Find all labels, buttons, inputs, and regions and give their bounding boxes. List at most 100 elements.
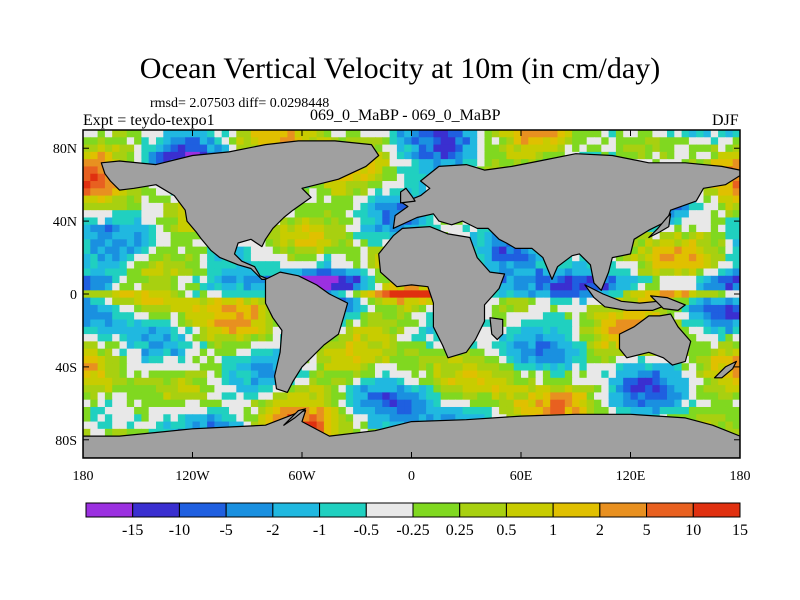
- ocean-cell: [141, 232, 150, 240]
- ocean-cell: [214, 421, 223, 430]
- ocean-cell: [272, 268, 281, 277]
- ocean-cell: [382, 319, 391, 328]
- ocean-cell: [294, 239, 303, 248]
- ocean-cell: [229, 297, 237, 306]
- ocean-cell: [382, 173, 391, 182]
- ocean-cell: [667, 370, 675, 379]
- ocean-cell: [396, 173, 405, 182]
- ocean-cell: [250, 377, 259, 386]
- ocean-cell: [360, 210, 369, 219]
- ocean-cell: [667, 261, 675, 270]
- ocean-cell: [134, 137, 142, 146]
- ocean-cell: [535, 261, 544, 270]
- ocean-cell: [725, 355, 734, 364]
- ocean-cell: [156, 137, 164, 146]
- ocean-cell: [477, 363, 486, 372]
- ocean-cell: [338, 261, 347, 270]
- ocean-cell: [345, 246, 354, 255]
- ocean-cell: [513, 144, 522, 153]
- ocean-cell: [637, 232, 646, 240]
- ocean-cell: [718, 304, 726, 313]
- ocean-cell: [477, 253, 486, 262]
- ocean-cell: [119, 399, 128, 408]
- ocean-cell: [192, 399, 201, 408]
- ocean-cell: [521, 304, 529, 313]
- ocean-cell: [396, 181, 405, 189]
- ocean-cell: [594, 312, 602, 321]
- ocean-cell: [126, 319, 135, 328]
- ocean-cell: [119, 130, 128, 138]
- ocean-cell: [696, 195, 705, 204]
- ocean-cell: [302, 239, 310, 248]
- ocean-cell: [214, 304, 223, 313]
- ocean-cell: [572, 406, 580, 415]
- ocean-cell: [572, 326, 580, 335]
- ocean-cell: [513, 304, 522, 313]
- ocean-cell: [732, 399, 740, 408]
- ocean-cell: [367, 406, 376, 415]
- ocean-cell: [615, 275, 624, 284]
- ocean-cell: [579, 290, 588, 299]
- ocean-cell: [97, 406, 106, 415]
- ocean-cell: [623, 137, 632, 146]
- ocean-cell: [681, 370, 690, 379]
- ocean-cell: [134, 363, 142, 372]
- ocean-cell: [272, 355, 281, 364]
- ocean-cell: [615, 348, 624, 357]
- ocean-cell: [163, 326, 172, 335]
- ocean-cell: [550, 326, 559, 335]
- ocean-cell: [375, 137, 383, 146]
- ocean-cell: [192, 370, 201, 379]
- ocean-cell: [659, 144, 668, 153]
- ocean-cell: [177, 406, 186, 415]
- ocean-cell: [732, 202, 740, 211]
- ocean-cell: [382, 392, 391, 401]
- ocean-cell: [469, 406, 478, 415]
- ocean-cell: [126, 283, 135, 291]
- ocean-cell: [360, 421, 369, 430]
- ocean-cell: [462, 406, 471, 415]
- ocean-cell: [513, 319, 522, 328]
- ocean-cell: [97, 428, 106, 437]
- ocean-cell: [177, 355, 186, 364]
- ocean-cell: [148, 385, 157, 393]
- ocean-cell: [469, 370, 478, 379]
- ocean-cell: [623, 275, 632, 284]
- ocean-cell: [331, 399, 340, 408]
- ocean-cell: [367, 275, 376, 284]
- ocean-cell: [535, 334, 544, 342]
- ocean-cell: [426, 363, 434, 372]
- ocean-cell: [353, 290, 361, 299]
- ocean-cell: [506, 341, 515, 350]
- ocean-cell: [214, 370, 223, 379]
- ocean-cell: [491, 312, 500, 321]
- ocean-cell: [710, 151, 719, 160]
- ocean-cell: [236, 334, 245, 342]
- ocean-cell: [557, 283, 566, 291]
- ocean-cell: [360, 348, 369, 357]
- ocean-cell: [119, 326, 128, 335]
- ocean-cell: [360, 312, 369, 321]
- ocean-cell: [521, 363, 529, 372]
- ocean-cell: [353, 406, 361, 415]
- ocean-cell: [572, 130, 580, 138]
- ocean-cell: [192, 130, 201, 138]
- ocean-cell: [258, 246, 267, 255]
- ocean-cell: [192, 334, 201, 342]
- ocean-cell: [250, 290, 259, 299]
- ocean-cell: [506, 304, 515, 313]
- ocean-cell: [134, 370, 142, 379]
- ocean-cell: [280, 399, 288, 408]
- ocean-cell: [229, 261, 237, 270]
- ocean-cell: [615, 370, 624, 379]
- ocean-cell: [535, 370, 544, 379]
- chart-title: Ocean Vertical Velocity at 10m (in cm/da…: [139, 52, 661, 85]
- ocean-cell: [331, 202, 340, 211]
- ocean-cell: [710, 253, 719, 262]
- ocean-cell: [564, 370, 573, 379]
- ocean-cell: [455, 355, 464, 364]
- ocean-cell: [659, 406, 668, 415]
- ocean-cell: [382, 232, 391, 240]
- ocean-cell: [83, 239, 91, 248]
- ocean-cell: [572, 312, 580, 321]
